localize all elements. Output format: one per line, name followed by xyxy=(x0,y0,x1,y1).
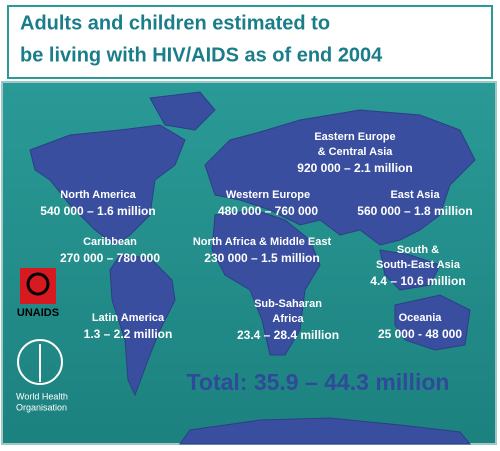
region-range: 920 000 – 2.1 million xyxy=(297,161,412,175)
who-logo-text: Organisation xyxy=(16,402,67,412)
title-line: Adults and children estimated to xyxy=(20,12,330,34)
total: Total: 35.9 – 44.3 million xyxy=(187,369,450,395)
who-logo-text: World Health xyxy=(16,391,68,401)
region-name: South-East Asia xyxy=(376,259,461,271)
unaids-logo-text: UNAIDS xyxy=(17,307,59,319)
region-name: Caribbean xyxy=(83,236,137,248)
region-name: Latin America xyxy=(92,312,165,324)
region-name: Africa xyxy=(272,313,304,325)
unaids-ribbon xyxy=(26,272,50,296)
region-range: 540 000 – 1.6 million xyxy=(40,204,155,218)
region-name: South & xyxy=(397,244,439,256)
region-name: & Central Asia xyxy=(318,146,394,158)
title-box xyxy=(7,5,493,79)
region-range: 1.3 – 2.2 million xyxy=(84,327,173,341)
region-range: 230 000 – 1.5 million xyxy=(204,251,319,265)
region-name: Eastern Europe xyxy=(314,131,395,143)
region-name: Western Europe xyxy=(226,189,310,201)
region-name: North Africa & Middle East xyxy=(193,236,332,248)
region-range: 270 000 – 780 000 xyxy=(60,251,160,265)
region-range: 4.4 – 10.6 million xyxy=(370,274,465,288)
region-range: 560 000 – 1.8 million xyxy=(357,204,472,218)
region-name: North America xyxy=(60,189,136,201)
continents xyxy=(29,91,476,445)
region-name: Oceania xyxy=(399,312,443,324)
region-range: 25 000 - 48 000 xyxy=(378,327,462,341)
title-line: be living with HIV/AIDS as of end 2004 xyxy=(20,44,383,66)
region-range: 480 000 – 760 000 xyxy=(218,204,318,218)
region-name: East Asia xyxy=(390,189,440,201)
region-range: 23.4 – 28.4 million xyxy=(237,328,339,342)
region-name: Sub-Saharan xyxy=(254,298,322,310)
who-emblem xyxy=(17,339,63,385)
